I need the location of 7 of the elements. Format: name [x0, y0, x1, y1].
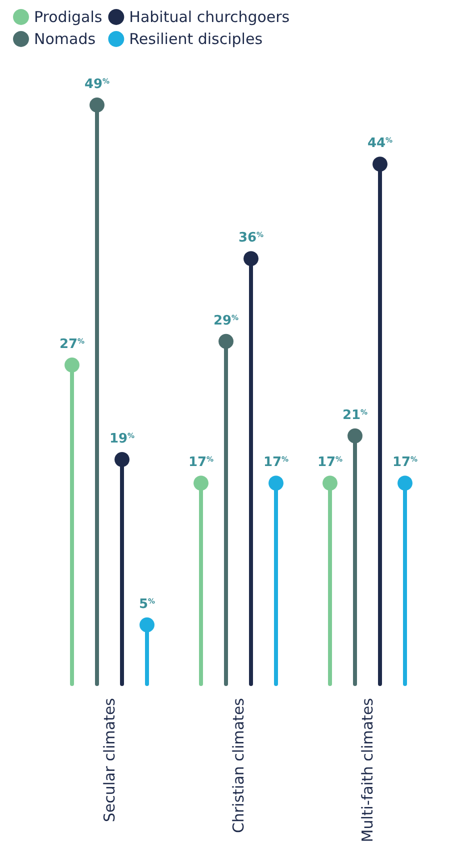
x-tick-label: Multi-faith climates — [358, 698, 376, 842]
legend-label: Habitual churchgoers — [129, 8, 290, 26]
x-tick-label: Christian climates — [230, 698, 248, 833]
x-tick-label: Secular climates — [100, 698, 118, 822]
legend-label: Nomads — [34, 30, 96, 48]
legend-label: Prodigals — [34, 8, 102, 26]
legend-label: Resilient disciples — [129, 30, 263, 48]
